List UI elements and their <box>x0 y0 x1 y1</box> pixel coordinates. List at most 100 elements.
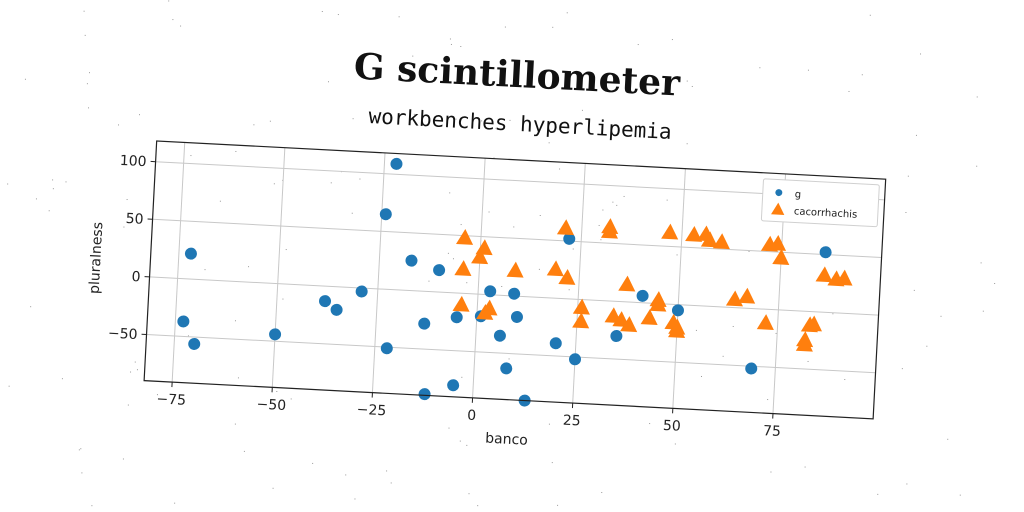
noise-speck <box>337 14 339 16</box>
point-g <box>319 295 332 308</box>
noise-speck <box>460 45 462 47</box>
legend: g cacorrhachis <box>760 178 880 228</box>
noise-speck <box>947 438 949 440</box>
noise-speck <box>412 55 414 57</box>
noise-speck <box>767 399 769 401</box>
noise-speck <box>359 178 361 180</box>
noise-speck <box>477 505 479 507</box>
y-tick-label: −50 <box>108 326 138 344</box>
noise-speck <box>139 114 141 116</box>
noise-speck <box>472 79 474 81</box>
x-tick-label: −75 <box>156 391 186 409</box>
noise-speck <box>449 38 451 40</box>
noise-speck <box>770 471 772 473</box>
noise-speck <box>566 12 568 14</box>
noise-speck <box>913 289 915 291</box>
noise-speck <box>501 286 503 288</box>
point-g <box>610 330 623 343</box>
noise-speck <box>695 329 697 331</box>
noise-speck <box>386 470 388 472</box>
noise-speck <box>572 248 574 250</box>
noise-speck <box>848 90 850 92</box>
noise-speck <box>959 494 961 496</box>
point-cacorrhachis <box>620 316 638 333</box>
noise-speck <box>807 360 809 362</box>
point-g <box>405 254 418 267</box>
noise-speck <box>832 313 834 315</box>
point-cacorrhachis <box>768 235 787 251</box>
noise-speck <box>35 198 37 200</box>
point-cacorrhachis <box>558 269 576 285</box>
noise-speck <box>691 85 693 87</box>
noise-speck <box>237 377 239 379</box>
y-grid-line <box>152 218 882 259</box>
noise-speck <box>468 493 470 495</box>
noise-speck <box>219 200 221 202</box>
point-cacorrhachis <box>649 295 667 312</box>
noise-speck <box>557 504 559 506</box>
point-g <box>379 208 392 221</box>
noise-speck <box>460 224 462 226</box>
point-cacorrhachis <box>668 322 686 339</box>
noise-speck <box>156 394 158 396</box>
plot-area: −75 −50 −25 0 25 50 75 100 50 0 −50 banco pluralne… <box>87 140 887 449</box>
noise-speck <box>915 134 917 136</box>
noise-speck <box>495 127 497 129</box>
point-g <box>500 362 513 375</box>
point-cacorrhachis <box>480 299 498 316</box>
noise-speck <box>30 306 32 308</box>
noise-speck <box>449 192 451 194</box>
noise-speck <box>88 72 90 74</box>
point-cacorrhachis <box>475 239 493 256</box>
x-tick-label: −25 <box>356 402 386 420</box>
chart-subtitle: workbenches hyperlipemia <box>368 104 672 144</box>
noise-speck <box>61 378 63 380</box>
noise-speck <box>83 10 85 12</box>
noise-speck <box>601 492 603 494</box>
noise-speck <box>623 195 625 197</box>
noise-speck <box>901 368 903 370</box>
point-cacorrhachis <box>601 218 619 235</box>
noise-speck <box>877 493 879 495</box>
noise-speck <box>276 390 278 392</box>
noise-speck <box>700 375 702 377</box>
point-cacorrhachis <box>756 314 774 330</box>
point-g <box>484 285 497 298</box>
noise-speck <box>243 450 245 452</box>
noise-speck <box>600 239 602 241</box>
noise-speck <box>235 150 237 152</box>
noise-speck <box>559 168 561 170</box>
noise-speck <box>671 39 673 41</box>
point-cacorrhachis <box>612 311 630 328</box>
noise-speck <box>428 280 430 282</box>
point-cacorrhachis <box>618 275 636 292</box>
noise-speck <box>172 19 174 21</box>
noise-speck <box>602 209 604 211</box>
point-cacorrhachis <box>454 260 472 277</box>
noise-speck <box>450 43 452 45</box>
noise-speck <box>80 448 82 450</box>
noise-speck <box>807 69 809 71</box>
noise-speck <box>722 355 724 357</box>
noise-speck <box>649 423 651 425</box>
noise-speck <box>285 249 287 251</box>
point-cacorrhachis <box>815 266 833 283</box>
noise-speck <box>906 483 908 485</box>
noise-speck <box>253 124 255 126</box>
point-g <box>549 337 562 350</box>
x-tick-label: 75 <box>763 423 782 440</box>
noise-speck <box>91 505 93 507</box>
noise-speck <box>581 109 583 111</box>
noise-speck <box>982 310 984 312</box>
point-g <box>380 342 393 355</box>
point-g <box>508 287 521 300</box>
axis-ticks: −75 −50 −25 0 25 50 75 100 50 0 −50 <box>108 153 782 440</box>
noise-speck <box>509 119 511 121</box>
noise-speck <box>994 283 996 285</box>
noise-speck <box>980 262 982 264</box>
legend-marker-cacorrhachis <box>771 202 785 215</box>
noise-speck <box>976 165 978 167</box>
noise-speck <box>272 487 274 489</box>
noise-speck <box>123 226 125 228</box>
